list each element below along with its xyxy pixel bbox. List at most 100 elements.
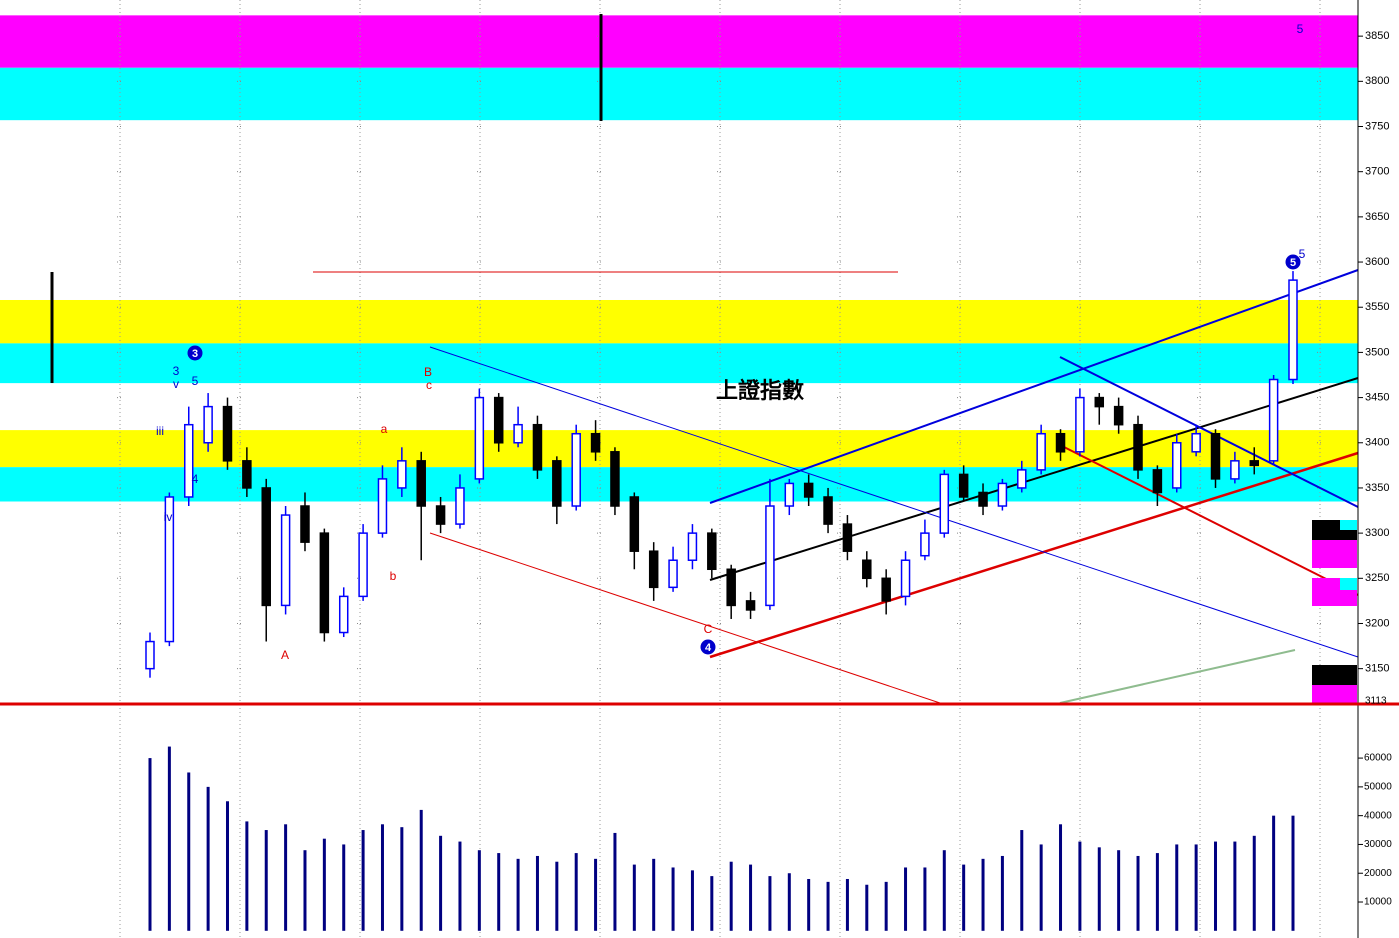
trend-line — [429, 532, 941, 704]
candle-body — [668, 559, 678, 589]
candle-body — [164, 496, 175, 643]
volume-bar — [1059, 824, 1063, 931]
marker-box — [1340, 578, 1357, 590]
volume-bar — [1097, 847, 1101, 931]
volume-bar — [826, 881, 830, 931]
marks — [145, 271, 1298, 931]
candle-body — [978, 491, 988, 507]
trend-line — [709, 451, 1359, 659]
volume-bar — [497, 853, 501, 931]
volume-bar — [749, 864, 753, 931]
candle-body — [1152, 469, 1163, 494]
wave-label: a — [381, 422, 388, 436]
volume-bar — [962, 864, 966, 931]
y-tick-label: 3650 — [1365, 211, 1389, 223]
volume-bar — [419, 809, 423, 931]
volume-bar — [167, 746, 171, 931]
wave-label: iv — [164, 510, 173, 524]
candle-body — [1133, 423, 1143, 471]
candle-body — [1075, 396, 1085, 453]
volume-bar — [690, 870, 694, 931]
candle-body — [261, 487, 271, 607]
volume-bar — [768, 876, 772, 931]
volume-bar — [807, 878, 811, 931]
zone — [0, 67, 1358, 121]
trend-line — [1059, 649, 1296, 704]
y-tick-label: 50000 — [1364, 782, 1392, 793]
volume-bar — [652, 858, 656, 931]
candle-body — [552, 460, 562, 507]
volume-bar — [923, 867, 927, 931]
candle-body — [939, 473, 950, 534]
marker-box — [1312, 540, 1357, 568]
candle-body — [1055, 432, 1066, 453]
candle-body — [823, 496, 833, 525]
volume-bar — [535, 855, 539, 931]
candle-body — [842, 523, 853, 552]
volume-bar — [845, 878, 849, 931]
y-tick-label: 3700 — [1365, 166, 1389, 178]
volume-bar — [574, 853, 578, 931]
candle-body — [1017, 469, 1027, 489]
volume-bar — [400, 827, 404, 931]
zone — [0, 467, 1358, 502]
wave-label: b — [390, 569, 397, 583]
volume-bar — [264, 830, 268, 931]
volume-bar — [361, 830, 365, 931]
y-tick-label: 3200 — [1365, 617, 1389, 629]
candle-body — [1036, 432, 1046, 471]
volume-bar — [729, 861, 733, 931]
candle-body — [280, 514, 291, 607]
y-tick-label: 3350 — [1365, 482, 1389, 494]
grid — [117, 0, 1323, 938]
candle-body — [881, 577, 891, 602]
candle-body — [958, 473, 969, 498]
volume-bar — [671, 867, 675, 931]
y-tick-label: 3600 — [1365, 256, 1389, 268]
candle-body — [474, 396, 485, 480]
candle-body — [726, 568, 736, 607]
volume-bar — [613, 832, 617, 931]
volume-bar — [187, 772, 191, 931]
volume-bar — [380, 824, 384, 931]
volume-bar — [148, 758, 152, 931]
y-tick-label: 3500 — [1365, 346, 1389, 358]
candle-body — [1230, 460, 1240, 480]
volume-bar — [1000, 855, 1004, 931]
zone — [0, 343, 1358, 384]
volume-bar — [1020, 830, 1024, 931]
candle-body — [222, 405, 233, 462]
trend-line — [1059, 444, 1359, 596]
volume-bar — [981, 858, 985, 931]
wave-label: 3 — [192, 348, 198, 360]
wave-label: 5 — [192, 374, 199, 388]
candle-body — [397, 460, 407, 489]
candle-body — [862, 559, 872, 580]
volume-bar — [1155, 853, 1159, 931]
volume-bar — [632, 864, 636, 931]
volume-bar — [942, 850, 946, 931]
y-tick-label: 3150 — [1365, 663, 1389, 675]
wave-label: 4 — [705, 642, 712, 654]
trend-line — [709, 377, 1359, 581]
volume-bar — [787, 873, 791, 931]
candle-body — [416, 460, 426, 507]
volume-bar — [594, 858, 598, 931]
marker-box — [1312, 665, 1357, 685]
volume-bar — [458, 841, 462, 931]
y-tick-label: 40000 — [1364, 810, 1392, 821]
wave-label: c — [426, 378, 432, 392]
candle-body — [707, 532, 717, 571]
marker-box — [1340, 520, 1357, 530]
volume-bar — [710, 876, 714, 931]
candle-body — [1094, 396, 1105, 408]
volume-bar — [1291, 815, 1295, 931]
y-tick-label: 3850 — [1365, 30, 1389, 42]
candle-body — [1288, 279, 1298, 381]
candle-body — [513, 423, 523, 444]
candle-body — [377, 478, 388, 534]
candle-body — [435, 505, 446, 525]
y-tick-label: 3550 — [1365, 301, 1389, 313]
trend-line — [709, 269, 1359, 504]
